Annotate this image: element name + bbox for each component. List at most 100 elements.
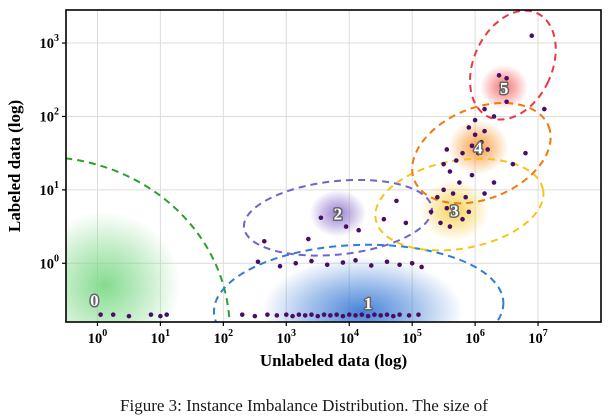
scatter-point <box>334 208 339 213</box>
y-axis-label: Labeled data (log) <box>5 100 24 232</box>
scatter-point <box>416 312 421 317</box>
cluster-outline-3 <box>374 157 545 252</box>
plot-border <box>65 9 602 323</box>
x-tick-label: 103 <box>277 328 297 347</box>
cluster-blob-0 <box>66 211 181 322</box>
x-axis-label: Unlabeled data (log) <box>260 351 407 370</box>
scatter-point <box>98 312 103 317</box>
scatter-point <box>444 147 450 152</box>
scatter-point <box>353 313 358 318</box>
scatter-point <box>482 191 487 196</box>
scatter-point <box>353 258 358 263</box>
scatter-point <box>293 260 299 266</box>
scatter-point <box>321 312 327 317</box>
scatter-point <box>283 312 289 317</box>
scatter-point <box>447 224 453 229</box>
scatter-point <box>126 313 132 319</box>
figure-caption: Figure 3: Instance Imbalance Distributio… <box>120 396 488 415</box>
scatter-point <box>496 73 502 78</box>
y-tick-label: 100 <box>40 253 60 272</box>
cluster-blob-4 <box>448 120 509 175</box>
scatter-point <box>457 180 462 185</box>
x-tick-label: 105 <box>402 328 422 347</box>
scatter-point <box>523 150 528 156</box>
scatter-point <box>475 150 481 156</box>
scatter-point <box>441 187 446 193</box>
scatter-point <box>504 99 509 105</box>
y-tick-label: 101 <box>40 180 60 199</box>
scatter-point <box>460 216 465 222</box>
cluster-blob-1 <box>261 256 464 322</box>
scatter-point <box>324 262 330 268</box>
scatter-point <box>529 33 535 38</box>
scatter-point <box>265 312 270 317</box>
scatter-point <box>435 194 440 200</box>
scatter-point <box>318 215 324 221</box>
scatter-point <box>277 263 283 269</box>
scatter-point <box>479 139 484 145</box>
scatter-point <box>450 191 456 196</box>
scatter-point <box>315 313 321 319</box>
scatter-point <box>261 238 267 244</box>
y-tick-label: 102 <box>40 106 60 125</box>
scatter-point <box>460 150 465 156</box>
scatter-point <box>158 313 163 319</box>
scatter-point <box>453 209 459 215</box>
scatter-point <box>328 313 333 318</box>
scatter-point <box>397 312 402 317</box>
scatter-point <box>309 312 314 317</box>
cluster-label-4: 4 <box>474 138 483 157</box>
scatter-point <box>340 260 346 265</box>
scatter-point <box>397 262 402 268</box>
scatter-point <box>406 313 412 318</box>
scatter-point <box>542 106 547 112</box>
scatter-point <box>453 158 459 163</box>
scatter-point <box>491 114 497 119</box>
scatter-point <box>239 312 245 317</box>
scatter-point <box>466 125 472 130</box>
scatter-point <box>359 312 365 317</box>
scatter-point <box>469 143 475 149</box>
scatter-point <box>441 161 446 167</box>
x-tick-label: 100 <box>88 328 108 347</box>
scatter-point <box>419 264 424 270</box>
scatter-point <box>334 312 339 317</box>
cluster-label-3: 3 <box>450 201 459 220</box>
scatter-point <box>384 259 390 265</box>
cluster-label-2: 2 <box>334 204 343 223</box>
scatter-point <box>309 258 314 264</box>
scatter-point <box>306 236 311 242</box>
cluster-label-1: 1 <box>364 294 373 313</box>
scatter-point <box>368 263 374 268</box>
scatter-point <box>274 313 280 318</box>
scatter-point <box>444 205 450 211</box>
scatter-point <box>438 220 443 226</box>
scatter-point <box>463 194 468 200</box>
scatter-point <box>346 312 352 317</box>
scatter-point <box>296 312 302 317</box>
cluster-outline-2 <box>242 178 433 257</box>
scatter-point <box>290 313 295 319</box>
cluster-outline-5 <box>469 10 557 121</box>
x-tick-label: 104 <box>339 328 359 347</box>
x-tick-label: 107 <box>528 328 548 347</box>
scatter-point <box>469 172 475 178</box>
cluster-blob-2 <box>309 189 367 237</box>
cluster-label-5: 5 <box>500 79 509 98</box>
scatter-plot: 0 1 2 3 4 5 100 101 102 103 104 105 106 107 100 101 102 1… <box>5 9 602 370</box>
cluster-outline-4 <box>411 101 552 205</box>
scatter-point <box>148 312 154 317</box>
scatter-point <box>372 312 377 317</box>
scatter-point <box>499 83 504 88</box>
scatter-point <box>356 227 361 233</box>
scatter-point <box>394 198 399 204</box>
scatter-point <box>482 106 487 112</box>
scatter-point <box>482 128 487 134</box>
y-tick-label: 103 <box>40 33 60 52</box>
scatter-point <box>447 169 453 174</box>
scatter-point <box>343 224 349 229</box>
x-tick-label: 102 <box>214 328 234 347</box>
scatter-point <box>302 313 308 318</box>
scatter-point <box>504 75 509 81</box>
